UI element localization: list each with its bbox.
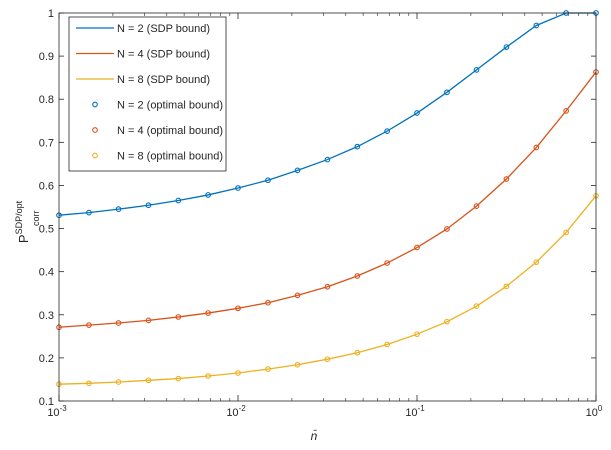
x-tick-label: 10-1 — [405, 404, 425, 419]
data-point — [145, 202, 152, 209]
series-line-2 — [58, 195, 597, 385]
series-line-0 — [58, 12, 596, 216]
data-point — [384, 128, 390, 134]
x-axis-label: n̄ — [311, 429, 318, 443]
x-tick-label: 10-2 — [226, 404, 246, 419]
data-point — [414, 110, 420, 116]
y-tick-label: 0.6 — [39, 180, 54, 192]
data-point — [384, 341, 390, 348]
data-point — [86, 380, 92, 387]
data-point — [86, 322, 92, 328]
y-axis-label-sup: SDP/opt — [14, 200, 24, 234]
data-point — [294, 167, 301, 174]
data-point — [115, 320, 122, 326]
data-point — [145, 377, 152, 384]
legend-label: N = 4 (optimal bound) — [117, 125, 223, 137]
data-point — [205, 373, 211, 379]
legend-label: N = 4 (SDP bound) — [117, 49, 210, 61]
series-markers-5 — [56, 192, 599, 388]
y-tick-label: 0.1 — [39, 396, 54, 408]
axes-box — [58, 12, 597, 402]
y-axis-label-main: P — [16, 234, 31, 243]
y-axis-label-sub: corr — [31, 210, 41, 226]
y-tick-label: 0.5 — [39, 224, 54, 236]
legend-swatch-marker — [92, 101, 98, 108]
data-point — [175, 375, 182, 382]
data-point — [384, 260, 390, 266]
data-point — [115, 379, 122, 385]
data-point — [473, 203, 480, 209]
data-point — [444, 89, 450, 96]
data-point — [145, 317, 152, 324]
data-point — [205, 192, 211, 198]
y-tick-label: 0.4 — [39, 267, 54, 279]
data-point — [354, 273, 361, 279]
series-markers-3 — [56, 10, 599, 219]
data-point — [265, 177, 271, 184]
data-point — [324, 283, 331, 290]
legend-entry-4: N = 4 (optimal bound) — [92, 125, 223, 137]
y-axis-label: PSDP/opt corr — [14, 200, 41, 243]
legend-entry-2: N = 8 (SDP bound) — [76, 74, 210, 86]
data-point — [563, 229, 569, 236]
data-point — [235, 305, 241, 312]
data-point — [473, 67, 480, 73]
data-point — [444, 226, 450, 232]
data-point — [444, 318, 450, 325]
legend: N = 2 (SDP bound) N = 4 (SDP bound) N = 8 … — [68, 16, 227, 172]
data-point — [414, 331, 420, 338]
legend-entry-0: N = 2 (SDP bound) — [76, 23, 210, 35]
data-point — [294, 292, 301, 299]
data-point — [533, 144, 540, 151]
series-markers-4 — [56, 69, 599, 331]
series-line-1 — [58, 71, 597, 328]
data-point — [354, 143, 361, 150]
data-point — [414, 244, 420, 251]
y-tick-label: 1 — [48, 8, 54, 20]
legend-swatch-marker — [92, 152, 98, 159]
y-tick-label: 0.7 — [39, 137, 54, 149]
data-point — [115, 206, 122, 213]
data-point — [503, 44, 510, 50]
svg-text:PSDP/opt: PSDP/opt — [14, 200, 31, 243]
data-point — [175, 197, 182, 204]
data-point — [235, 370, 241, 376]
data-point — [473, 303, 480, 310]
data-point — [354, 349, 361, 356]
y-tick-label: 0.9 — [39, 51, 54, 63]
x-tick-label: 100 — [586, 404, 603, 419]
axes: 0.1 0.2 0.3 0.4 0.5 0.6 0.7 0.8 0.9 1 10-3 10-2 10-1… — [39, 8, 603, 419]
data-point — [265, 366, 271, 372]
data-point — [86, 209, 92, 216]
data-point — [533, 22, 540, 29]
data-point — [205, 310, 211, 316]
y-tick-label: 0.8 — [39, 94, 54, 106]
y-tick-label: 0.3 — [39, 310, 54, 322]
data-point — [324, 156, 331, 163]
data-point — [533, 259, 540, 266]
data-point — [563, 108, 569, 114]
legend-label: N = 8 (optimal bound) — [117, 151, 223, 163]
legend-label: N = 2 (optimal bound) — [117, 100, 223, 112]
data-point — [324, 356, 331, 363]
legend-entry-1: N = 4 (SDP bound) — [76, 49, 210, 61]
legend-swatch-marker — [92, 127, 98, 133]
data-point — [503, 283, 510, 290]
data-point — [175, 314, 182, 320]
data-point — [294, 361, 301, 368]
svg-text:corr: corr — [31, 210, 41, 226]
y-tick-label: 0.2 — [39, 353, 54, 365]
legend-entry-3: N = 2 (optimal bound) — [92, 100, 223, 112]
data-point — [503, 176, 510, 182]
data-point — [235, 185, 241, 191]
plot-area — [56, 10, 599, 388]
x-tick-label: 10-3 — [47, 404, 67, 419]
legend-label: N = 8 (SDP bound) — [117, 74, 210, 86]
data-point — [265, 299, 271, 306]
legend-label: N = 2 (SDP bound) — [117, 23, 210, 35]
legend-box — [68, 16, 227, 172]
legend-entry-5: N = 8 (optimal bound) — [92, 151, 223, 163]
